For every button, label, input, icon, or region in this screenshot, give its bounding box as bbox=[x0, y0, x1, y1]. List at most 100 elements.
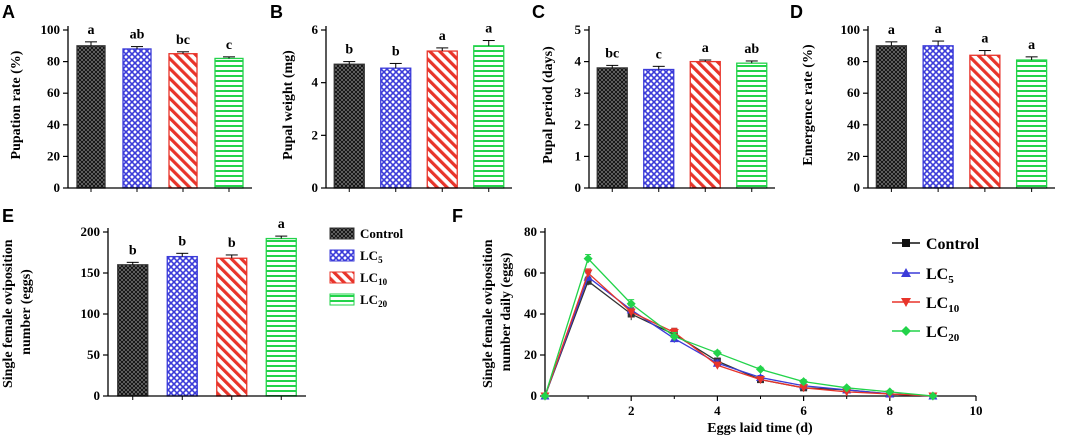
y-tick-label: 4 bbox=[575, 54, 582, 69]
y-tick-label: 0 bbox=[312, 180, 319, 195]
y-tick-label: 60 bbox=[847, 85, 860, 100]
y-tick-label: 6 bbox=[312, 22, 319, 37]
legend-f-label-lc5-sub: 5 bbox=[948, 274, 954, 286]
bar-lc5 bbox=[166, 255, 198, 397]
y-tick-label: 100 bbox=[841, 22, 861, 37]
point-lc20 bbox=[842, 383, 852, 393]
panel-e-ylabel-line1: Single female oviposition bbox=[1, 239, 16, 388]
legend-label-lc10-base: LC bbox=[360, 270, 378, 285]
y-tick-label: 2 bbox=[575, 117, 582, 132]
legend-marker-lc5 bbox=[901, 268, 911, 277]
bar-lc20 bbox=[1015, 59, 1048, 189]
y-tick-label: 40 bbox=[847, 117, 860, 132]
panel-letter-a: A bbox=[2, 2, 15, 22]
panel-e-ylabel-line2: number (eggs) bbox=[19, 269, 34, 355]
panel-letter-d: D bbox=[790, 2, 803, 22]
panel-letter-c: C bbox=[532, 2, 545, 22]
significance-letter-lc10: a bbox=[981, 32, 988, 47]
y-tick-label: 80 bbox=[47, 54, 60, 69]
panel-letter-f: F bbox=[452, 206, 463, 226]
panel-c-bar-chart: bc c a ab 0 1 2 3 4 5 bbox=[575, 22, 775, 195]
significance-letter-lc20: a bbox=[1028, 38, 1035, 53]
significance-letter-lc20: ab bbox=[744, 42, 759, 57]
legend-swatch-lc20 bbox=[329, 293, 355, 306]
y-tick-label: 0 bbox=[54, 180, 61, 195]
legend-swatch-control bbox=[329, 227, 355, 240]
x-tick-label: 6 bbox=[800, 403, 807, 418]
point-lc10 bbox=[756, 376, 765, 385]
panel-b-bar-chart: b b a a 0 2 4 6 bbox=[312, 22, 512, 195]
point-lc20 bbox=[756, 364, 765, 374]
y-tick-label: 20 bbox=[847, 148, 860, 163]
y-tick-label: 60 bbox=[524, 265, 537, 280]
significance-letter-lc5: a bbox=[935, 22, 942, 37]
legend-f-label-lc10-sub: 10 bbox=[948, 303, 960, 315]
y-tick-label: 20 bbox=[47, 148, 60, 163]
point-lc10 bbox=[712, 361, 722, 370]
bar-lc20 bbox=[214, 57, 244, 189]
legend-f-label-lc10-base: LC bbox=[926, 295, 948, 312]
panel-c-ylabel: Pupal period (days) bbox=[541, 46, 556, 164]
bar-lc20 bbox=[473, 45, 505, 189]
legend-label-lc20-base: LC bbox=[360, 292, 378, 307]
legend-marker-lc20 bbox=[901, 326, 911, 336]
panel-a-bar-chart: a ab bc c 0 20 40 60 80 100 bbox=[41, 22, 252, 195]
significance-letter-lc20: a bbox=[485, 22, 492, 37]
point-lc20 bbox=[712, 348, 722, 358]
y-tick-label: 4 bbox=[312, 75, 319, 90]
significance-letter-lc5: b bbox=[392, 44, 400, 59]
legend-label-lc10: LC10 bbox=[360, 270, 388, 287]
point-lc10 bbox=[626, 308, 636, 317]
point-lc10 bbox=[799, 384, 809, 393]
y-tick-label: 0 bbox=[94, 388, 101, 403]
legend-label-lc5-base: LC bbox=[360, 248, 378, 263]
panel-f-line-chart: 0 20 40 60 80 2 4 6 8 10 bbox=[524, 224, 983, 418]
significance-letter-lc5: ab bbox=[130, 28, 145, 43]
legend-f-label-lc20-sub: 20 bbox=[948, 332, 960, 344]
panel-d-bar-chart: a a a a 0 20 40 60 80 100 bbox=[841, 22, 1055, 195]
y-tick-label: 50 bbox=[87, 347, 100, 362]
legend-f-label-lc10: LC10 bbox=[926, 295, 960, 315]
y-tick-label: 40 bbox=[524, 306, 537, 321]
x-tick-label: 4 bbox=[714, 403, 721, 418]
legend-f-label-lc20-base: LC bbox=[926, 324, 948, 341]
y-tick-label: 0 bbox=[854, 180, 861, 195]
y-tick-label: 5 bbox=[575, 22, 582, 37]
point-lc20 bbox=[626, 299, 636, 309]
bar-lc5 bbox=[380, 67, 412, 189]
y-tick-label: 0 bbox=[531, 388, 538, 403]
panel-f-xlabel: Eggs laid time (d) bbox=[707, 421, 813, 436]
x-tick-label: 8 bbox=[887, 403, 894, 418]
x-tick-label: 10 bbox=[970, 403, 983, 418]
legend-f-label-lc5: LC5 bbox=[926, 266, 954, 286]
panel-e-ylabel: Single female oviposition number (eggs) bbox=[1, 236, 34, 388]
bar-lc10 bbox=[969, 54, 1001, 189]
panel-letter-e: E bbox=[2, 206, 14, 226]
significance-letter-lc10: a bbox=[702, 41, 709, 56]
bar-control bbox=[596, 67, 628, 189]
panel-d-ylabel: Emergence rate (%) bbox=[801, 44, 816, 166]
bar-lc5 bbox=[643, 68, 675, 189]
point-lc20 bbox=[540, 391, 550, 401]
significance-letter-control: a bbox=[88, 23, 95, 38]
series-line-control bbox=[544, 280, 933, 397]
significance-letter-control: bc bbox=[605, 46, 619, 61]
y-tick-label: 60 bbox=[47, 85, 60, 100]
y-tick-label: 80 bbox=[524, 224, 537, 239]
y-tick-label: 80 bbox=[847, 54, 860, 69]
legend-label-control: Control bbox=[360, 226, 403, 241]
bar-lc20 bbox=[265, 237, 297, 397]
bar-lc5 bbox=[922, 45, 954, 189]
legend-f-label-lc20: LC20 bbox=[926, 324, 960, 344]
legend-label-lc10-sub: 10 bbox=[378, 277, 388, 287]
bar-control bbox=[333, 63, 365, 189]
significance-letter-control: b bbox=[345, 43, 353, 58]
bar-control bbox=[117, 264, 149, 397]
significance-letter-lc20: a bbox=[278, 217, 285, 232]
panel-e-bar-chart: b b b a 0 50 100 150 200 bbox=[81, 217, 306, 403]
y-tick-label: 100 bbox=[81, 306, 101, 321]
y-tick-label: 1 bbox=[575, 148, 582, 163]
legend-swatch-lc10 bbox=[329, 271, 355, 284]
legend-f-label-lc5-base: LC bbox=[926, 266, 948, 283]
panel-a-ylabel: Pupation rate (%) bbox=[9, 50, 24, 159]
